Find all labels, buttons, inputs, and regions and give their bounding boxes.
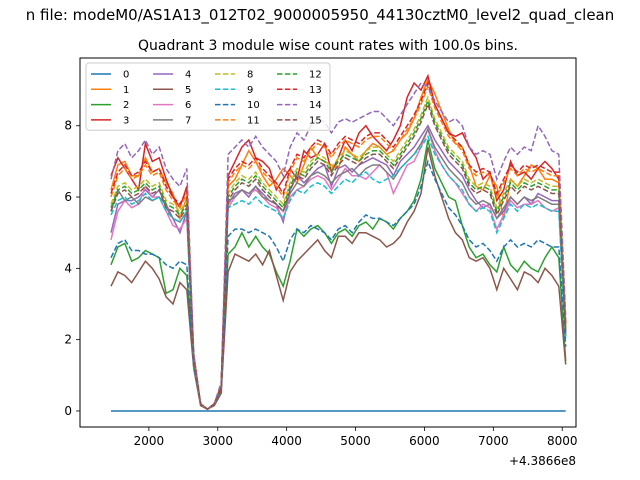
- legend-label-8: 8: [247, 70, 253, 81]
- series-line-5: [110, 146, 567, 411]
- x-tick-label: 2000: [134, 434, 165, 448]
- x-tick-label: 4000: [271, 434, 302, 448]
- legend-label-5: 5: [185, 85, 191, 96]
- series-line-14: [110, 82, 567, 411]
- legend-label-12: 12: [309, 70, 322, 81]
- figure-suptitle: n file: modeM0/AS1A13_012T02_9000005950_…: [26, 6, 615, 25]
- x-tick-label: 6000: [409, 434, 440, 448]
- legend-label-13: 13: [309, 85, 322, 96]
- y-tick-label: 4: [64, 261, 72, 275]
- legend-label-3: 3: [123, 115, 129, 126]
- legend-label-6: 6: [185, 100, 191, 111]
- legend-label-4: 4: [185, 70, 191, 81]
- x-tick-label: 5000: [340, 434, 371, 448]
- legend-label-1: 1: [123, 85, 129, 96]
- legend-label-0: 0: [123, 70, 129, 81]
- series-line-15: [110, 102, 567, 411]
- series-line-10: [110, 159, 567, 411]
- legend-label-7: 7: [185, 115, 191, 126]
- x-tick-label: 8000: [547, 434, 578, 448]
- y-tick-label: 8: [64, 119, 72, 133]
- legend-label-15: 15: [309, 115, 322, 126]
- chart-title: Quadrant 3 module wise count rates with …: [138, 38, 518, 54]
- x-tick-label: 7000: [478, 434, 509, 448]
- legend-label-9: 9: [247, 85, 253, 96]
- legend-label-11: 11: [247, 115, 260, 126]
- legend-label-10: 10: [247, 100, 260, 111]
- series-line-11: [110, 84, 567, 411]
- legend-label-14: 14: [309, 100, 322, 111]
- x-offset-label: +4.3866e8: [509, 454, 576, 468]
- x-tick-label: 3000: [203, 434, 234, 448]
- plot-frame: [79, 57, 577, 428]
- legend-label-2: 2: [123, 100, 129, 111]
- axis-ticks: 2000 3000 4000 5000 6000 7000 8000 0 2 4 6 8: [64, 119, 577, 448]
- legend-box: [85, 62, 331, 131]
- series-line-13: [110, 80, 567, 411]
- y-tick-label: 6: [64, 190, 72, 204]
- y-tick-label: 2: [64, 333, 72, 347]
- plot-series-group: [110, 73, 567, 412]
- y-tick-label: 0: [64, 404, 72, 418]
